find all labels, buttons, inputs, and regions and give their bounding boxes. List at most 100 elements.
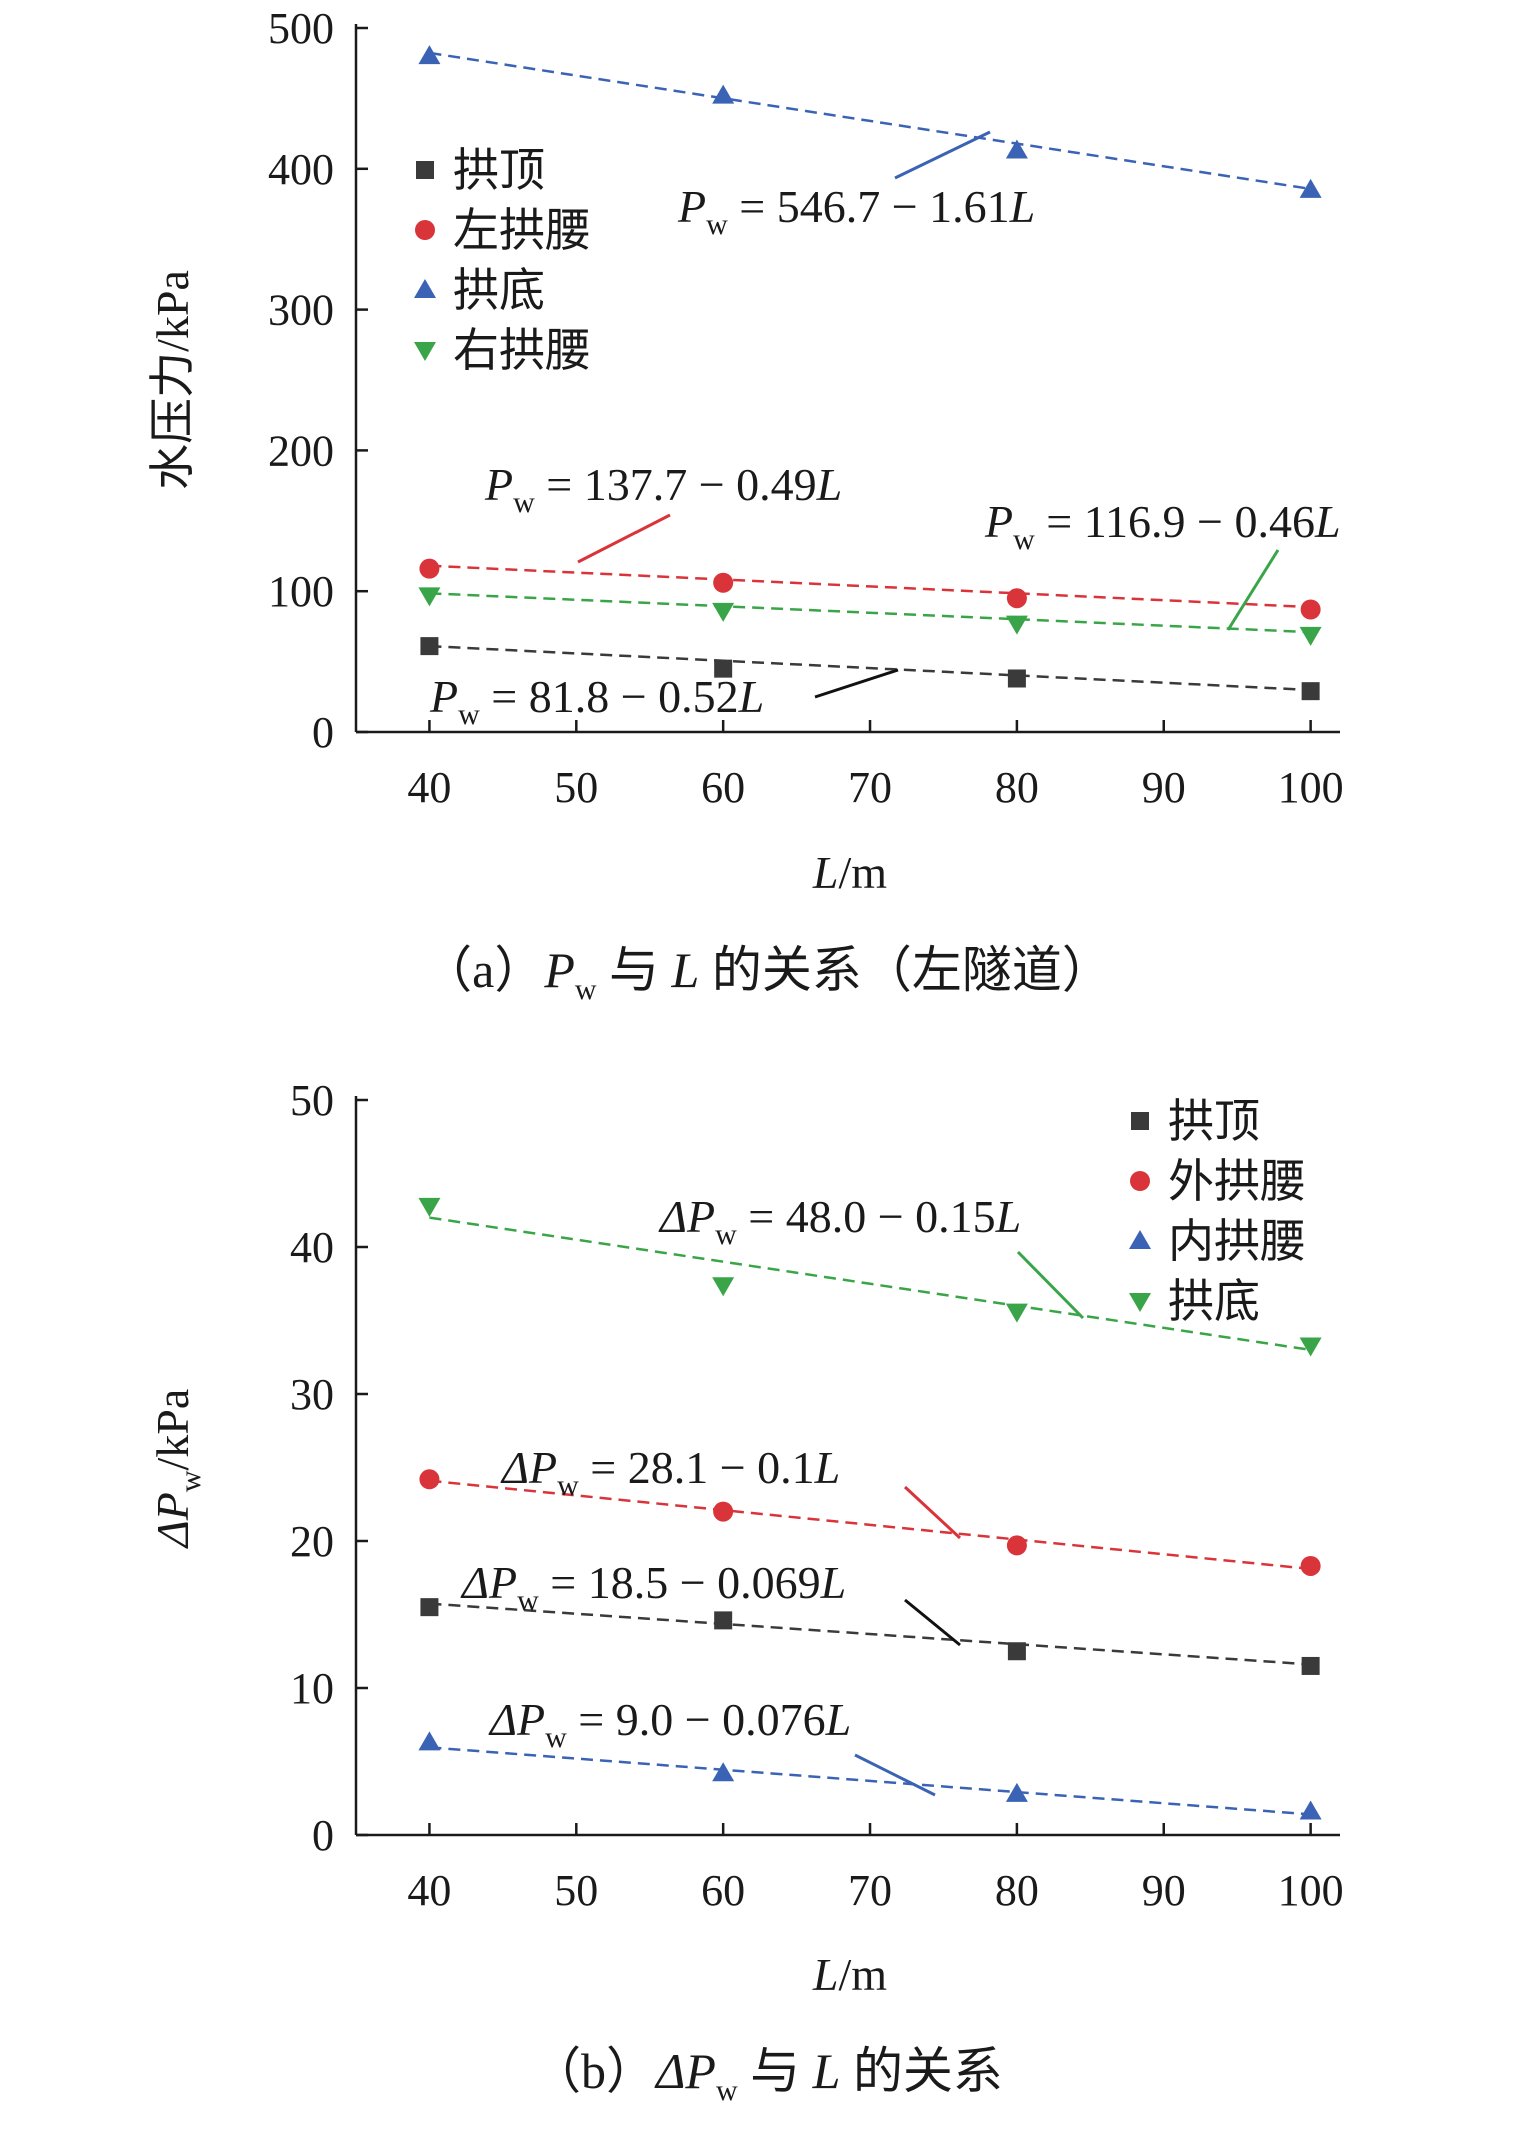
chart-b-point-0-0 xyxy=(420,1598,439,1617)
chart-b-y-tick-label: 40 xyxy=(290,1223,334,1272)
chart-b-points xyxy=(418,1197,1322,1820)
chart-a-point-1-1 xyxy=(713,572,734,593)
chart-a-x-tick-label: 80 xyxy=(995,763,1039,812)
chart-b-point-3-2 xyxy=(1005,1303,1028,1323)
chart-b-y-axis-label: ΔPw/kPa xyxy=(147,1389,207,1550)
chart-a: 0 100 200 300 400 500 40 50 60 70 80 90 100 拱顶左拱腰拱底右… xyxy=(147,4,1344,1006)
chart-a-point-3-1 xyxy=(712,602,735,622)
chart-b-legend-marker-2 xyxy=(1129,1230,1151,1249)
chart-a-x-axis-label: L/m xyxy=(812,847,887,898)
chart-a-legend-marker-2 xyxy=(414,279,436,298)
chart-b-legend-item-0: 拱顶 xyxy=(1131,1096,1260,1147)
chart-b-x-tick-label: 70 xyxy=(848,1866,892,1915)
chart-b-legend-label-1: 外拱腰 xyxy=(1168,1156,1306,1207)
chart-a-legend-item-1: 左拱腰 xyxy=(415,205,591,256)
chart-a-point-1-2 xyxy=(1006,588,1027,609)
chart-a-point-3-0 xyxy=(418,587,441,607)
chart-a-point-0-0 xyxy=(420,637,439,656)
chart-b-legend-label-0: 拱顶 xyxy=(1168,1096,1260,1147)
chart-a-legend-item-2: 拱底 xyxy=(414,265,545,316)
chart-a-x-tick-label: 50 xyxy=(554,763,598,812)
chart-b-point-3-3 xyxy=(1299,1337,1322,1357)
chart-a-annotation-2: Pw = 116.9 − 0.46L xyxy=(984,496,1341,556)
chart-b-x-tick-label: 50 xyxy=(554,1866,598,1915)
chart-a-point-0-3 xyxy=(1301,682,1320,701)
chart-b-legend-item-3: 拱底 xyxy=(1129,1276,1260,1327)
chart-b-annotation-leader-2 xyxy=(904,1598,961,1647)
chart-b-annotation-3: ΔPw = 9.0 − 0.076L xyxy=(488,1694,851,1754)
chart-b-point-0-1 xyxy=(714,1611,733,1630)
chart-b-legend-item-2: 内拱腰 xyxy=(1129,1216,1306,1267)
chart-a-y-tick-label: 0 xyxy=(312,708,334,757)
chart-b-point-1-0 xyxy=(419,1469,440,1490)
chart-b-fit-line-0 xyxy=(429,1602,1311,1666)
chart-a-fit-line-3 xyxy=(429,592,1311,634)
chart-b-point-3-1 xyxy=(712,1277,735,1297)
chart-a-legend-label-2: 拱底 xyxy=(453,265,545,316)
chart-b-annotation-leader-1 xyxy=(903,1485,962,1540)
chart-b-annotation-2: ΔPw = 18.5 − 0.069L xyxy=(460,1557,846,1617)
chart-a-annotation-leader-3 xyxy=(814,668,899,699)
chart-a-point-1-3 xyxy=(1300,599,1321,620)
chart-b-annotation-leader-0 xyxy=(1016,1250,1085,1320)
chart-b-x-tick-label: 90 xyxy=(1142,1866,1186,1915)
chart-b-fit-line-1 xyxy=(429,1479,1311,1571)
chart-a-point-3-3 xyxy=(1299,626,1322,646)
chart-a-axes: 0 100 200 300 400 500 40 50 60 70 80 90 100 xyxy=(268,4,1344,812)
chart-b-point-1-2 xyxy=(1006,1535,1027,1556)
chart-b-annotation-1: ΔPw = 28.1 − 0.1L xyxy=(500,1442,840,1502)
chart-a-point-2-1 xyxy=(712,84,735,104)
chart-a-x-tick-label: 90 xyxy=(1142,763,1186,812)
chart-a-fit-line-1 xyxy=(429,564,1311,609)
chart-b-legend-marker-3 xyxy=(1129,1293,1151,1312)
chart-a-point-2-0 xyxy=(418,45,441,65)
chart-b-point-0-3 xyxy=(1301,1656,1320,1675)
chart-b-point-0-2 xyxy=(1007,1642,1026,1661)
chart-a-x-tick-label: 40 xyxy=(407,763,451,812)
chart-a-point-0-2 xyxy=(1007,669,1026,688)
chart-a-legend-label-1: 左拱腰 xyxy=(453,205,591,256)
chart-a-legend-label-0: 拱顶 xyxy=(453,145,545,196)
chart-a-points xyxy=(418,45,1322,701)
chart-a-fit-line-2 xyxy=(429,51,1311,191)
chart-b-axes: 0 10 20 30 40 50 40 50 60 70 80 90 100 xyxy=(290,1076,1344,1915)
chart-b-legend-label-2: 内拱腰 xyxy=(1168,1216,1306,1267)
chart-a-y-axis-label: 水压力/kPa xyxy=(147,270,198,490)
chart-a-legend-item-0: 拱顶 xyxy=(416,145,545,196)
chart-a-annotation-leader-0 xyxy=(894,130,991,180)
chart-b-point-1-3 xyxy=(1300,1555,1321,1576)
chart-b-fit-lines xyxy=(429,1216,1311,1816)
chart-a-point-1-0 xyxy=(419,558,440,579)
chart-b-annotation-0: ΔPw = 48.0 − 0.15L xyxy=(658,1191,1021,1251)
chart-a-y-tick-label: 300 xyxy=(268,286,334,335)
chart-a-annotations: Pw = 546.7 − 1.61L Pw = 137.7 − 0.49L Pw =… xyxy=(429,130,1341,731)
chart-a-legend-marker-0 xyxy=(416,161,434,179)
chart-b-y-tick-label: 20 xyxy=(290,1517,334,1566)
chart-a-point-3-2 xyxy=(1005,615,1028,635)
chart-a-x-tick-label: 60 xyxy=(701,763,745,812)
chart-a-annotation-3: Pw = 81.8 − 0.52L xyxy=(429,671,764,731)
chart-b-y-tick-label: 0 xyxy=(312,1811,334,1860)
chart-a-fit-lines xyxy=(429,51,1311,692)
chart-a-y-tick-label: 500 xyxy=(268,4,334,53)
chart-b-annotations: ΔPw = 48.0 − 0.15L ΔPw = 28.1 − 0.1L ΔPw =… xyxy=(460,1191,1085,1797)
chart-a-legend-marker-1 xyxy=(415,220,435,240)
chart-b-point-2-0 xyxy=(418,1731,441,1751)
chart-a-point-2-2 xyxy=(1005,139,1028,159)
chart-a-y-tick-label: 100 xyxy=(268,567,334,616)
chart-b-legend-item-1: 外拱腰 xyxy=(1130,1156,1306,1207)
chart-b-y-tick-label: 10 xyxy=(290,1664,334,1713)
chart-b-x-tick-label: 40 xyxy=(407,1866,451,1915)
chart-a-caption: （a）Pw 与 L 的关系（左隧道） xyxy=(422,942,1112,1006)
chart-b-fit-line-3 xyxy=(429,1216,1311,1352)
chart-b-x-tick-label: 80 xyxy=(995,1866,1039,1915)
chart-a-x-tick-label: 100 xyxy=(1278,763,1344,812)
chart-a-legend-item-3: 右拱腰 xyxy=(414,325,591,376)
chart-b-legend-marker-0 xyxy=(1131,1112,1149,1130)
chart-b-point-3-0 xyxy=(418,1197,441,1217)
chart-b-point-1-1 xyxy=(713,1501,734,1522)
chart-b-fit-line-2 xyxy=(429,1746,1311,1816)
